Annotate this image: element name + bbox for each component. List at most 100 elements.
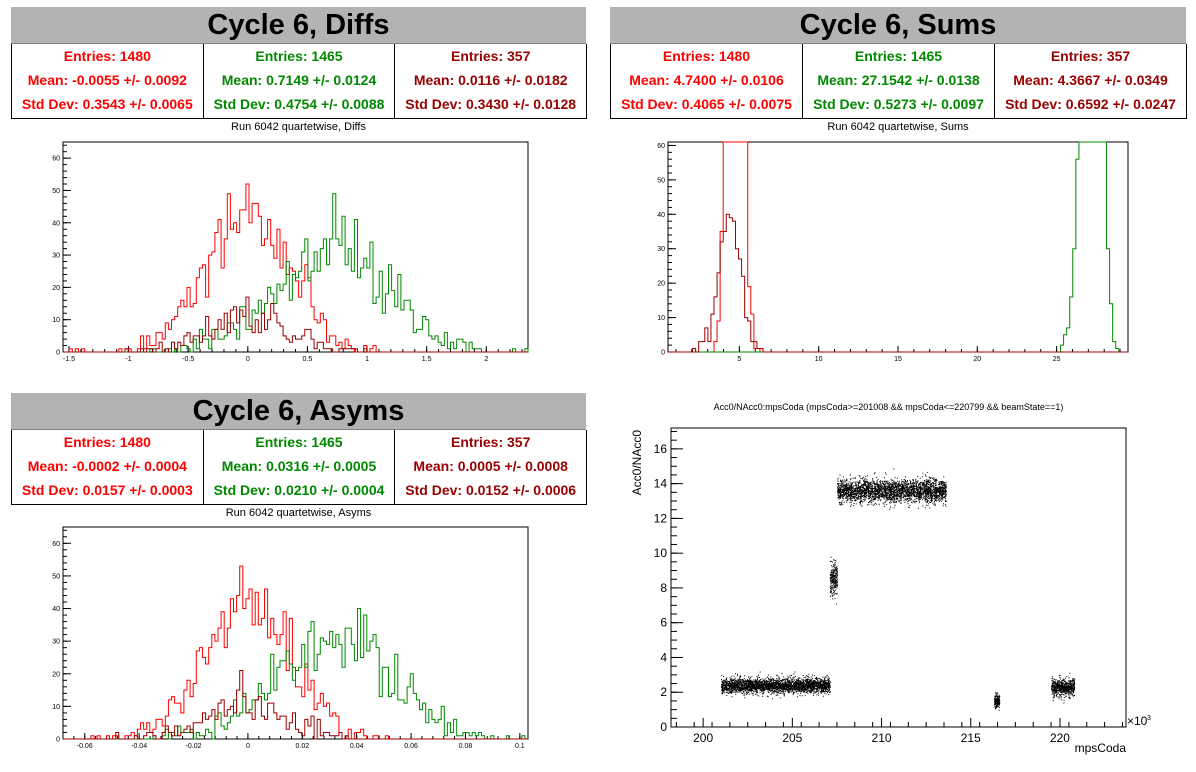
stat-entries: Entries: 1480 [63, 434, 151, 450]
y-tick-label: 12 [654, 511, 668, 525]
scatter-cluster-4 [1051, 672, 1076, 704]
x-tick-label: 0.1 [515, 743, 525, 750]
scatter-x-multiplier: ×10 [1127, 714, 1148, 728]
diffs-series-0 [63, 183, 528, 353]
stat-mean: Mean: 0.0005 +/- 0.0008 [413, 458, 568, 474]
asyms-plot-frame [62, 526, 529, 740]
y-tick-label: 16 [654, 442, 668, 456]
x-tick-label: -1.5 [63, 356, 75, 363]
x-tick-label: 0.04 [350, 743, 364, 750]
sums-stat-darkred: Entries: 357 Mean: 4.3667 +/- 0.0349 Std… [994, 44, 1186, 118]
stat-entries: Entries: 357 [450, 48, 531, 64]
stat-std: Std Dev: 0.0210 +/- 0.0004 [213, 482, 385, 498]
x-tick-label: 15 [894, 356, 902, 363]
scatter-points [721, 468, 1076, 711]
x-tick-label: 0 [246, 743, 250, 750]
y-tick-label: 30 [657, 246, 665, 253]
stat-mean: Mean: -0.0055 +/- 0.0092 [27, 72, 187, 88]
y-tick-label: 60 [657, 143, 665, 150]
x-tick-label: 0.5 [303, 356, 313, 363]
asyms-stats-box: Entries: 1480 Mean: -0.0002 +/- 0.0004 S… [11, 430, 587, 505]
scatter-title: Acc0/NAcc0:mpsCoda (mpsCoda>=201008 && m… [714, 402, 1064, 412]
stat-entries: Entries: 1480 [662, 48, 751, 64]
asyms-stat-darkred: Entries: 357 Mean: 0.0005 +/- 0.0008 Std… [394, 430, 586, 504]
stat-entries: Entries: 1465 [255, 434, 343, 450]
y-tick-label: 60 [52, 541, 60, 548]
x-tick-label: 220 [1050, 731, 1070, 745]
y-tick-label: 20 [52, 671, 60, 678]
x-tick-label: -1 [125, 356, 131, 363]
y-tick-label: 10 [657, 315, 665, 322]
sums-title: Cycle 6, Sums [610, 7, 1186, 44]
y-tick-label: 50 [52, 188, 60, 195]
x-tick-label: -0.5 [182, 356, 194, 363]
stat-entries: Entries: 1465 [854, 48, 943, 64]
x-tick-label: 20 [973, 356, 981, 363]
y-tick-label: 0 [56, 737, 60, 744]
sums-plot-frame [667, 141, 1129, 353]
stat-std: Std Dev: 0.6592 +/- 0.0247 [1005, 96, 1176, 112]
y-tick-label: 40 [52, 220, 60, 227]
stat-std: Std Dev: 0.5273 +/- 0.0097 [813, 96, 984, 112]
y-tick-label: 10 [654, 546, 668, 560]
x-tick-label: 200 [693, 731, 713, 745]
x-tick-label: -0.04 [131, 743, 147, 750]
stat-entries: Entries: 1480 [63, 48, 151, 64]
asyms-run-title: Run 6042 quartetwise, Asyms [225, 507, 372, 519]
stat-std: Std Dev: 0.3430 +/- 0.0128 [405, 96, 577, 112]
sums-stat-red: Entries: 1480 Mean: 4.7400 +/- 0.0106 St… [611, 44, 802, 118]
stat-mean: Mean: 0.7149 +/- 0.0124 [221, 72, 377, 88]
sums-series-1 [668, 141, 1128, 353]
x-tick-label: -0.02 [186, 743, 202, 750]
stat-mean: Mean: 0.0316 +/- 0.0005 [221, 458, 377, 474]
scatter-x-multiplier-exp: 3 [1147, 715, 1151, 722]
stat-mean: Mean: -0.0002 +/- 0.0004 [27, 458, 187, 474]
sums-series-2 [668, 213, 1128, 353]
y-tick-label: 8 [660, 581, 667, 595]
stat-mean: Mean: 4.3667 +/- 0.0349 [1013, 72, 1168, 88]
x-tick-label: 0.06 [404, 743, 418, 750]
y-tick-label: 20 [657, 281, 665, 288]
y-tick-label: 60 [52, 156, 60, 163]
x-tick-label: 0.08 [459, 743, 473, 750]
x-tick-label: -0.06 [77, 743, 93, 750]
y-tick-label: 14 [654, 477, 668, 491]
sums-run-title: Run 6042 quartetwise, Sums [827, 121, 969, 133]
stat-std: Std Dev: 0.4754 +/- 0.0088 [213, 96, 385, 112]
sums-stat-green: Entries: 1465 Mean: 27.1542 +/- 0.0138 S… [802, 44, 994, 118]
stat-mean: Mean: 0.0116 +/- 0.0182 [413, 72, 568, 88]
asyms-series-2 [63, 670, 528, 740]
stat-mean: Mean: 27.1542 +/- 0.0138 [817, 72, 980, 88]
scatter-plot: Acc0/NAcc0:mpsCoda (mpsCoda>=201008 && m… [630, 402, 1151, 755]
y-tick-label: 30 [52, 639, 60, 646]
sums-series-0 [668, 141, 1128, 353]
x-tick-label: 205 [782, 731, 802, 745]
y-tick-label: 50 [52, 573, 60, 580]
x-tick-label: 2 [484, 356, 488, 363]
y-tick-label: 2 [660, 685, 667, 699]
y-tick-label: 0 [660, 720, 667, 734]
diffs-stat-darkred: Entries: 357 Mean: 0.0116 +/- 0.0182 Std… [394, 44, 586, 118]
x-tick-label: 10 [815, 356, 823, 363]
scatter-cluster-2 [837, 468, 947, 510]
stat-std: Std Dev: 0.0152 +/- 0.0006 [405, 482, 577, 498]
asyms-stat-red: Entries: 1480 Mean: -0.0002 +/- 0.0004 S… [12, 430, 203, 504]
y-tick-label: 40 [657, 212, 665, 219]
y-tick-label: 0 [661, 350, 665, 357]
y-tick-label: 4 [660, 650, 667, 664]
diffs-stat-red: Entries: 1480 Mean: -0.0055 +/- 0.0092 S… [12, 44, 203, 118]
scatter-cluster-3 [994, 692, 1001, 711]
scatter-y-label: Acc0/NAcc0 [630, 430, 644, 496]
sums-stats-box: Entries: 1480 Mean: 4.7400 +/- 0.0106 St… [610, 44, 1187, 119]
x-tick-label: 0 [246, 356, 250, 363]
x-tick-label: 25 [1053, 356, 1061, 363]
stat-entries: Entries: 1465 [255, 48, 343, 64]
diffs-stat-green: Entries: 1465 Mean: 0.7149 +/- 0.0124 St… [202, 44, 395, 118]
x-tick-label: 1.5 [422, 356, 432, 363]
y-tick-label: 0 [56, 350, 60, 357]
diffs-stats-box: Entries: 1480 Mean: -0.0055 +/- 0.0092 S… [11, 44, 587, 119]
diffs-title: Cycle 6, Diffs [11, 7, 586, 44]
x-tick-label: 0.02 [295, 743, 309, 750]
